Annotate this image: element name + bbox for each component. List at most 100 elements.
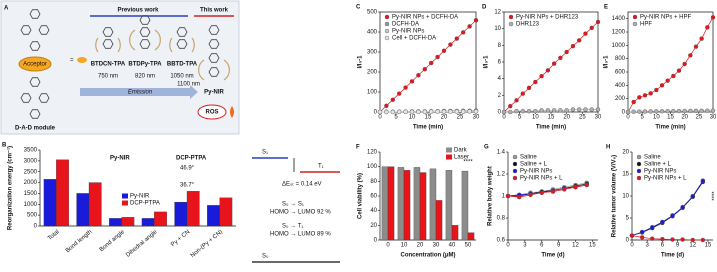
molecule-sketches xyxy=(95,15,230,81)
data-point xyxy=(564,49,569,55)
emission-arrow xyxy=(80,85,198,99)
data-point xyxy=(665,108,670,114)
data-point xyxy=(648,91,653,96)
panel-label: D xyxy=(482,5,487,11)
x-tick-label: 20 xyxy=(563,115,570,121)
x-tick-label: 9 xyxy=(676,243,680,249)
molecule-name: BTDCN-TPA xyxy=(91,62,126,68)
legend-label: Py-NIR NPs + L xyxy=(644,176,687,182)
x-tick-label: 0 xyxy=(502,115,506,121)
level-label: S₁ xyxy=(262,150,268,156)
legend-label: Dark xyxy=(454,148,468,154)
bar xyxy=(207,205,220,227)
y-axis-title: I/I₀-1 xyxy=(358,55,364,69)
bar xyxy=(381,166,389,241)
data-point xyxy=(710,15,716,20)
legend-marker xyxy=(384,21,390,27)
data-point xyxy=(448,42,453,47)
x-tick-label: 30 xyxy=(473,115,480,121)
data-point xyxy=(570,43,576,49)
legend-marker xyxy=(636,161,642,167)
y-tick-label: 400 xyxy=(615,83,626,89)
y-tick-label: 600 xyxy=(615,70,626,76)
y-tick-label: 2500 xyxy=(24,169,38,175)
legend-label: Py-NIR NPs + DHR123 xyxy=(516,15,579,21)
angle-label: 46.9° xyxy=(180,166,195,172)
data-point xyxy=(441,48,447,53)
data-point xyxy=(562,187,567,192)
legend-marker xyxy=(636,175,642,181)
data-point xyxy=(676,108,682,114)
ros-label: ROS xyxy=(205,110,218,116)
data-point xyxy=(539,73,544,79)
x-tick-label: 20 xyxy=(417,243,424,249)
data-point xyxy=(397,91,402,96)
data-point xyxy=(682,61,687,67)
x-tick-label: 3 xyxy=(523,243,527,249)
data-point xyxy=(659,83,665,88)
y-tick-label: 0 xyxy=(374,110,378,116)
data-point xyxy=(637,95,642,100)
data-point xyxy=(573,184,578,190)
series-line xyxy=(380,111,476,113)
data-point xyxy=(467,24,472,29)
x-tick-label: 5 xyxy=(518,115,522,121)
panel-label: A xyxy=(4,6,9,12)
bar xyxy=(461,170,469,241)
legend-marker xyxy=(508,14,514,20)
y-tick-label: 5 xyxy=(626,216,630,222)
data-point xyxy=(416,72,421,78)
legend-label: Py-NIR NPs + L xyxy=(520,176,563,182)
data-point xyxy=(416,109,421,115)
bar xyxy=(141,218,155,227)
data-point xyxy=(377,109,383,115)
y-axis-title: Cell viability (%) xyxy=(358,173,364,219)
data-point xyxy=(403,85,408,90)
bar xyxy=(445,170,453,241)
x-tick-label: 6 xyxy=(661,243,665,249)
acceptor-icon xyxy=(77,57,87,63)
data-point xyxy=(517,194,522,200)
data-point xyxy=(705,25,710,30)
x-tick-label: 15 xyxy=(425,115,432,121)
x-tick-label: 50 xyxy=(465,243,472,249)
y-tick-label: 0 xyxy=(374,238,378,244)
legend-label: Py-NIR xyxy=(130,194,150,200)
data-point xyxy=(545,68,551,73)
data-point xyxy=(642,93,648,98)
y-tick-label: 120 xyxy=(367,150,378,156)
data-point xyxy=(551,61,557,66)
x-tick-label: Non-(Py + CN) xyxy=(190,229,224,259)
equals-sign: = xyxy=(70,58,74,64)
legend-marker xyxy=(636,168,642,174)
y-tick-label: 15 xyxy=(622,172,629,178)
y-tick-label: 0 xyxy=(498,110,502,116)
legend-marker xyxy=(632,14,638,20)
data-point xyxy=(699,108,704,114)
data-point xyxy=(637,109,642,114)
gap-label: ΔEₛₜ = 0.14 eV xyxy=(282,182,322,188)
data-point xyxy=(688,53,693,58)
data-point xyxy=(508,109,513,115)
y-tick-label: 100 xyxy=(367,164,378,170)
bar xyxy=(429,168,437,241)
bar xyxy=(403,170,411,241)
data-point xyxy=(671,73,676,79)
molecule-name: BTDPy-TPA xyxy=(128,62,162,68)
x-tick-label: 20 xyxy=(681,115,688,121)
y-tick-label: 80 xyxy=(370,179,377,185)
series-line xyxy=(631,180,704,236)
bar xyxy=(154,211,167,227)
x-tick-label: 0 xyxy=(630,243,634,249)
y-axis-title: Relative body weight xyxy=(488,166,494,226)
x-tick-label: 5 xyxy=(640,115,644,121)
previous-work-title: Previous work xyxy=(117,8,159,14)
data-point xyxy=(501,109,507,115)
x-tick-label: 10 xyxy=(409,115,416,121)
legend-label: Saline xyxy=(520,155,537,161)
molecule-name: BBTD-TPA xyxy=(167,62,198,68)
data-point xyxy=(680,205,685,210)
legend-marker xyxy=(512,154,518,160)
data-point xyxy=(639,235,645,240)
